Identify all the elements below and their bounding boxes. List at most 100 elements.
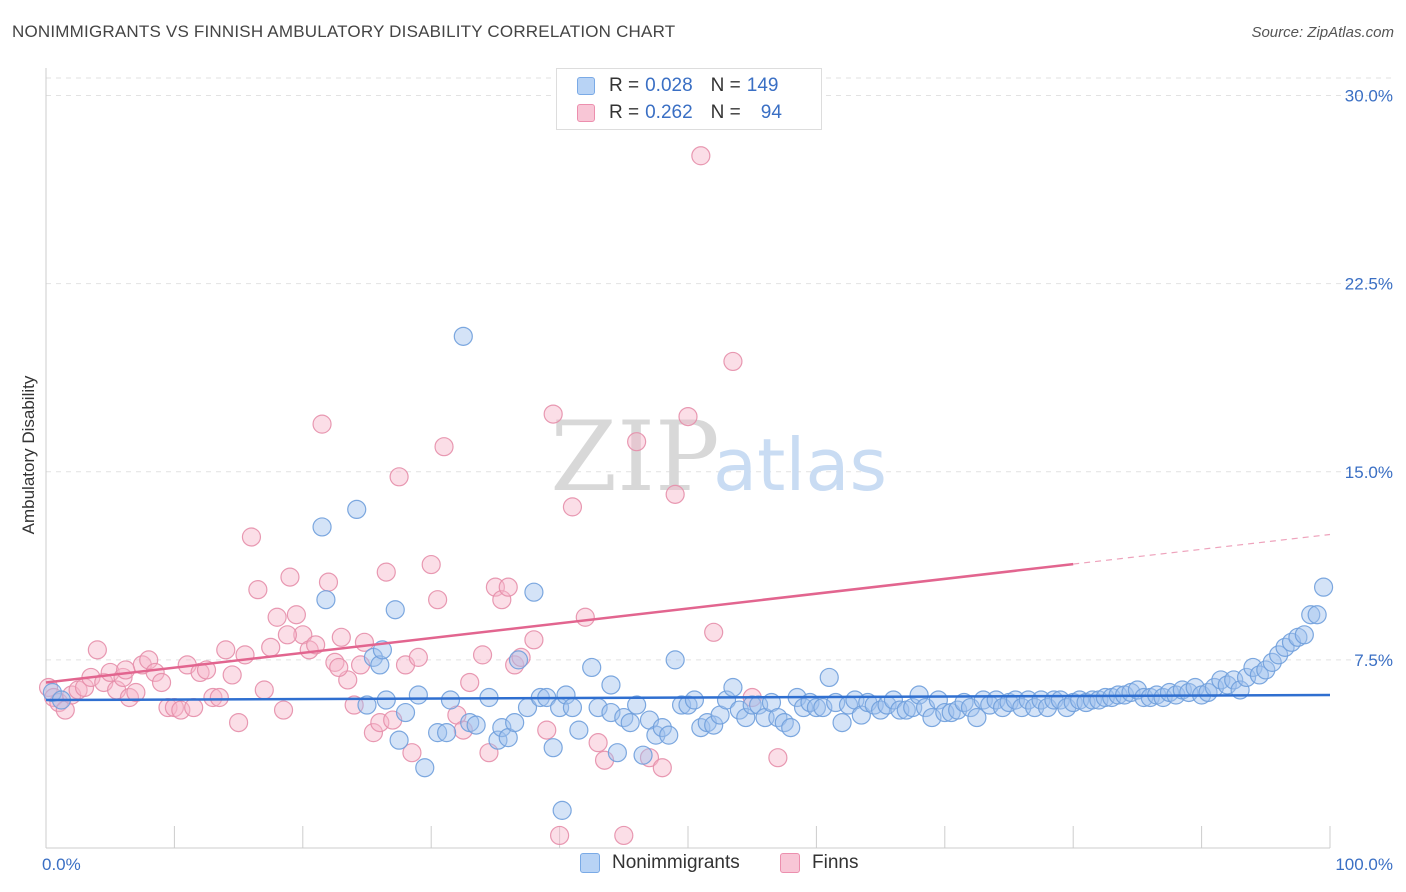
nonimmigrants-point: [684, 690, 705, 710]
nonimmigrants-point: [665, 650, 685, 670]
finns-point: [434, 437, 454, 457]
legend-n-label: N =: [710, 75, 741, 96]
finns-point: [421, 554, 441, 575]
nonimmigrants-point: [370, 655, 390, 675]
nonimmigrants-point: [723, 677, 743, 698]
nonimmigrants-point: [620, 712, 640, 733]
nonimmigrants-point: [671, 695, 692, 715]
nonimmigrants-point: [736, 707, 756, 728]
y-tick-label: 30.0%: [1345, 87, 1393, 106]
nonimmigrants-point: [1307, 605, 1327, 625]
finns-points: [38, 146, 788, 846]
finns-point: [627, 432, 647, 452]
finns-point: [145, 662, 165, 683]
finns-point: [704, 622, 724, 642]
finns-point: [203, 687, 223, 708]
axes: [45, 68, 1331, 849]
finns-point: [665, 484, 685, 504]
nonimmigrants-point: [806, 697, 827, 718]
nonimmigrants-point: [652, 718, 672, 738]
nonimmigrants-point: [1301, 605, 1321, 625]
nonimmigrants-point: [1275, 637, 1295, 657]
finns-point: [498, 577, 518, 597]
y-axis-title: Ambulatory Disability: [19, 375, 38, 534]
nonimmigrants-point: [768, 707, 788, 728]
nonimmigrants-point: [729, 700, 749, 720]
finns-point: [139, 650, 159, 670]
legend-swatch-nonimmigrants: [577, 77, 595, 95]
finns-point: [428, 590, 448, 610]
finns-point: [329, 657, 349, 678]
finns-point: [261, 637, 281, 657]
legend-row-nonimmigrants: R = 0.028 N = 149: [577, 73, 778, 99]
finns-point: [312, 414, 332, 434]
nonimmigrants-point: [922, 707, 942, 728]
source-credit[interactable]: Source: ZipAtlas.com: [1251, 24, 1394, 41]
series-legend: Nonimmigrants Finns: [0, 852, 1406, 878]
finns-point: [229, 712, 249, 733]
grid-lines: [46, 77, 1392, 661]
finns-point: [363, 723, 384, 743]
finns-point: [691, 146, 711, 166]
nonimmigrants-point: [627, 695, 647, 715]
legend-swatch-finns: [577, 104, 595, 122]
finns-point: [549, 825, 570, 846]
finns-point: [209, 687, 229, 708]
nonimmigrants-point: [607, 743, 627, 763]
finns-point: [460, 672, 480, 693]
nonimmigrants-point: [716, 690, 737, 710]
nonimmigrants-trend-line: [45, 693, 1331, 702]
finns-point: [100, 662, 120, 683]
nonimmigrants-point: [819, 667, 839, 688]
nonimmigrants-point: [440, 690, 461, 710]
nonimmigrants-point: [1256, 660, 1276, 680]
watermark: ZIP atlas: [550, 401, 887, 513]
legend-r-value: 0.262: [645, 102, 693, 123]
nonimmigrants-point: [389, 730, 409, 750]
nonimmigrants-point: [395, 702, 416, 723]
legend-item-finns[interactable]: Finns: [780, 852, 858, 874]
nonimmigrants-point: [601, 675, 621, 695]
legend-r-label: R =: [609, 75, 640, 96]
nonimmigrants-point: [1269, 645, 1289, 665]
nonimmigrants-point: [1262, 652, 1282, 672]
finns-point: [126, 682, 146, 703]
nonimmigrants-point: [508, 650, 529, 670]
nonimmigrants-point: [385, 600, 405, 620]
nonimmigrants-point: [774, 712, 794, 733]
finns-point: [116, 660, 136, 680]
nonimmigrants-point: [415, 758, 435, 778]
x-tick-label: 100.0%: [1335, 855, 1393, 874]
finns-point: [273, 700, 294, 720]
nonimmigrants-point: [967, 707, 987, 728]
finns-point: [562, 497, 583, 517]
finns-trend-line-extension: [1073, 533, 1331, 565]
legend-r-value: 0.028: [645, 75, 693, 96]
finns-point: [511, 647, 531, 667]
finns-point: [248, 580, 268, 600]
legend-item-nonimmigrants[interactable]: Nonimmigrants: [580, 852, 740, 874]
finns-point: [306, 635, 326, 655]
legend-label-finns: Finns: [812, 852, 859, 873]
legend-swatch-finns: [780, 853, 800, 873]
finns-point: [408, 647, 428, 667]
finns-point: [184, 697, 204, 718]
finns-point: [376, 562, 396, 582]
legend-r-label: R =: [609, 102, 640, 123]
finns-point: [678, 406, 698, 427]
nonimmigrants-point: [1198, 682, 1218, 703]
finns-point: [723, 351, 743, 372]
nonimmigrants-point: [870, 700, 891, 720]
y-tick-label: 22.5%: [1345, 275, 1393, 294]
nonimmigrants-point: [505, 712, 525, 733]
finns-point: [614, 825, 634, 846]
finns-point: [575, 607, 595, 627]
finns-point: [768, 748, 788, 768]
finns-point: [277, 625, 297, 645]
nonimmigrants-point: [552, 800, 572, 820]
finns-point: [318, 572, 339, 592]
finns-point: [241, 527, 262, 547]
finns-point: [524, 630, 544, 650]
nonimmigrants-point: [633, 745, 653, 765]
